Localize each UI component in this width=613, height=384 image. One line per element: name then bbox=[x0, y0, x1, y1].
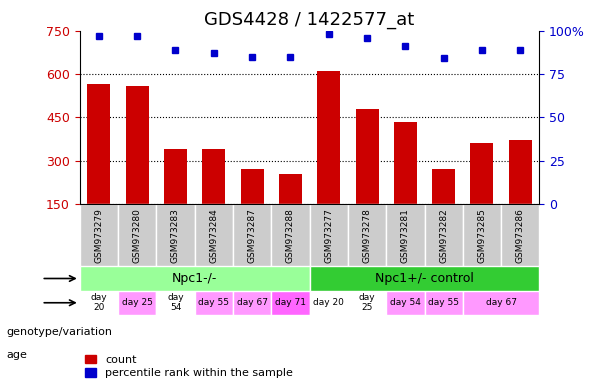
Bar bbox=[202, 149, 226, 247]
FancyBboxPatch shape bbox=[463, 291, 539, 315]
Text: day 55: day 55 bbox=[198, 298, 229, 307]
FancyBboxPatch shape bbox=[501, 204, 539, 266]
FancyBboxPatch shape bbox=[118, 204, 156, 266]
Text: GSM973285: GSM973285 bbox=[478, 208, 487, 263]
Text: day 25: day 25 bbox=[122, 298, 153, 307]
FancyBboxPatch shape bbox=[271, 291, 310, 315]
FancyBboxPatch shape bbox=[156, 204, 195, 266]
Text: Npc1+/- control: Npc1+/- control bbox=[375, 272, 474, 285]
FancyBboxPatch shape bbox=[310, 204, 348, 266]
FancyBboxPatch shape bbox=[195, 291, 233, 315]
Text: genotype/variation: genotype/variation bbox=[6, 327, 112, 337]
FancyBboxPatch shape bbox=[233, 204, 271, 266]
Text: GSM973277: GSM973277 bbox=[324, 208, 333, 263]
Text: day
54: day 54 bbox=[167, 293, 184, 313]
Text: day 71: day 71 bbox=[275, 298, 306, 307]
FancyBboxPatch shape bbox=[424, 204, 463, 266]
Text: day 20: day 20 bbox=[313, 298, 344, 307]
Text: GSM973282: GSM973282 bbox=[439, 208, 448, 263]
Text: GSM973281: GSM973281 bbox=[401, 208, 410, 263]
Bar bbox=[318, 71, 340, 247]
Text: day 67: day 67 bbox=[485, 298, 517, 307]
FancyBboxPatch shape bbox=[348, 204, 386, 266]
Text: day 67: day 67 bbox=[237, 298, 268, 307]
Text: day 55: day 55 bbox=[428, 298, 459, 307]
FancyBboxPatch shape bbox=[80, 291, 118, 315]
Text: GSM973288: GSM973288 bbox=[286, 208, 295, 263]
Text: age: age bbox=[6, 350, 27, 360]
Text: day
20: day 20 bbox=[91, 293, 107, 313]
FancyBboxPatch shape bbox=[156, 291, 195, 315]
FancyBboxPatch shape bbox=[271, 204, 310, 266]
FancyBboxPatch shape bbox=[195, 204, 233, 266]
Bar bbox=[356, 109, 379, 247]
Legend: count, percentile rank within the sample: count, percentile rank within the sample bbox=[85, 355, 293, 379]
Text: GSM973284: GSM973284 bbox=[209, 208, 218, 263]
FancyBboxPatch shape bbox=[310, 266, 539, 291]
Text: GSM973278: GSM973278 bbox=[362, 208, 371, 263]
FancyBboxPatch shape bbox=[310, 291, 348, 315]
Text: GSM973279: GSM973279 bbox=[94, 208, 104, 263]
Text: GSM973286: GSM973286 bbox=[516, 208, 525, 263]
FancyBboxPatch shape bbox=[118, 291, 156, 315]
Text: GSM973287: GSM973287 bbox=[248, 208, 257, 263]
FancyBboxPatch shape bbox=[348, 291, 386, 315]
Text: Npc1-/-: Npc1-/- bbox=[172, 272, 218, 285]
FancyBboxPatch shape bbox=[386, 204, 424, 266]
Bar bbox=[87, 84, 110, 247]
Text: day
25: day 25 bbox=[359, 293, 375, 313]
Bar bbox=[394, 122, 417, 247]
Text: GSM973283: GSM973283 bbox=[171, 208, 180, 263]
Text: GSM973280: GSM973280 bbox=[132, 208, 142, 263]
Title: GDS4428 / 1422577_at: GDS4428 / 1422577_at bbox=[205, 12, 414, 30]
FancyBboxPatch shape bbox=[233, 291, 271, 315]
FancyBboxPatch shape bbox=[386, 291, 424, 315]
Bar bbox=[240, 169, 264, 247]
Bar bbox=[432, 169, 455, 247]
FancyBboxPatch shape bbox=[424, 291, 463, 315]
Bar bbox=[509, 141, 531, 247]
FancyBboxPatch shape bbox=[463, 204, 501, 266]
FancyBboxPatch shape bbox=[80, 266, 310, 291]
Bar bbox=[126, 86, 148, 247]
Bar bbox=[279, 174, 302, 247]
Bar bbox=[471, 143, 493, 247]
Text: day 54: day 54 bbox=[390, 298, 421, 307]
FancyBboxPatch shape bbox=[80, 204, 118, 266]
Bar bbox=[164, 149, 187, 247]
